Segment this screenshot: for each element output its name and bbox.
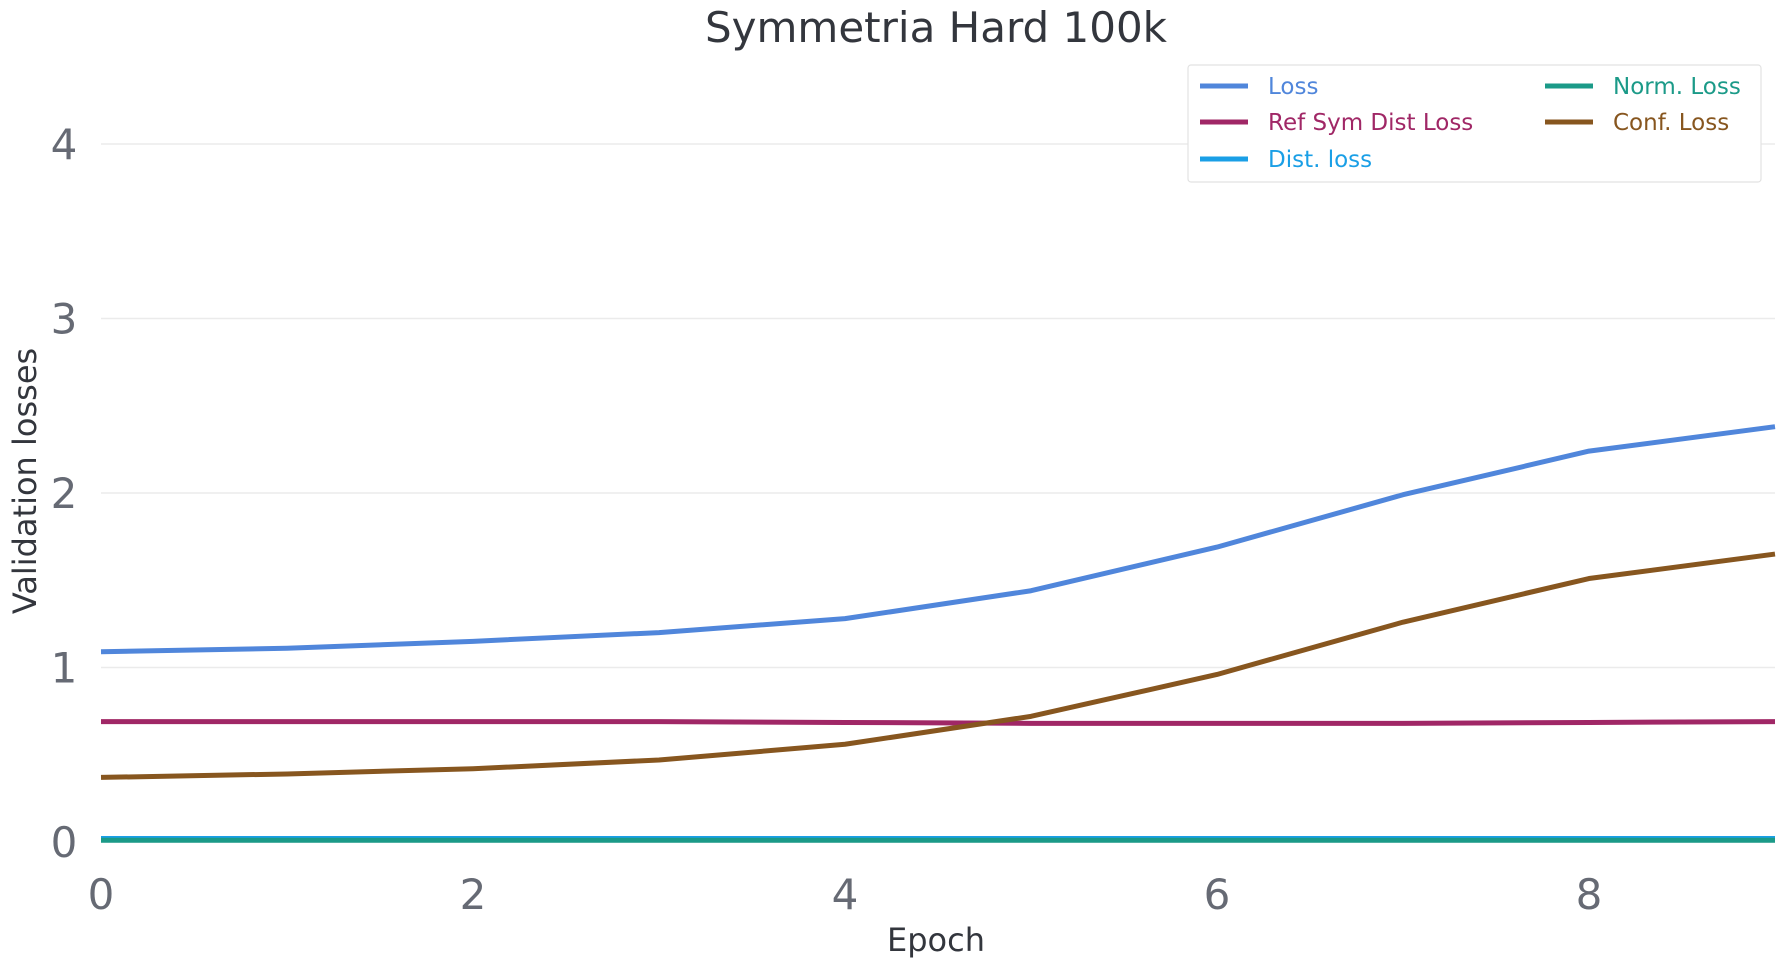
series-lines <box>100 424 1776 843</box>
legend-label-ref-sym-dist-loss: Ref Sym Dist Loss <box>1268 110 1473 136</box>
series-line-loss <box>100 424 1776 655</box>
series-line-conf-loss <box>100 551 1776 780</box>
y-tick-label: 2 <box>51 469 78 518</box>
legend-label-norm-loss: Norm. Loss <box>1613 74 1741 100</box>
y-axis-label: Validation losses <box>6 348 44 614</box>
x-tick-label: 4 <box>832 870 859 919</box>
y-tick-label: 0 <box>51 818 78 867</box>
legend-box <box>1187 64 1762 183</box>
gridlines <box>101 143 1775 843</box>
y-tick-labels: 0 1 2 3 4 <box>51 120 78 867</box>
x-tick-label: 0 <box>88 870 115 919</box>
chart-title: Symmetria Hard 100k <box>705 3 1168 52</box>
x-tick-label: 2 <box>460 870 487 919</box>
legend-label-loss: Loss <box>1268 74 1318 100</box>
x-tick-label: 6 <box>1204 870 1231 919</box>
x-tick-labels: 0 2 4 6 8 <box>88 870 1603 919</box>
legend-label-dist-loss: Dist. loss <box>1268 147 1372 173</box>
y-tick-label: 3 <box>51 295 78 344</box>
x-tick-label: 8 <box>1576 870 1603 919</box>
series-line-ref-sym-dist-loss <box>101 719 1776 726</box>
x-axis-label: Epoch <box>887 921 985 959</box>
legend: Loss Norm. Loss Ref Sym Dist Loss Conf. Los… <box>1187 64 1762 183</box>
y-tick-label: 1 <box>51 644 78 693</box>
legend-label-conf-loss: Conf. Loss <box>1613 110 1729 136</box>
y-tick-label: 4 <box>51 120 78 169</box>
